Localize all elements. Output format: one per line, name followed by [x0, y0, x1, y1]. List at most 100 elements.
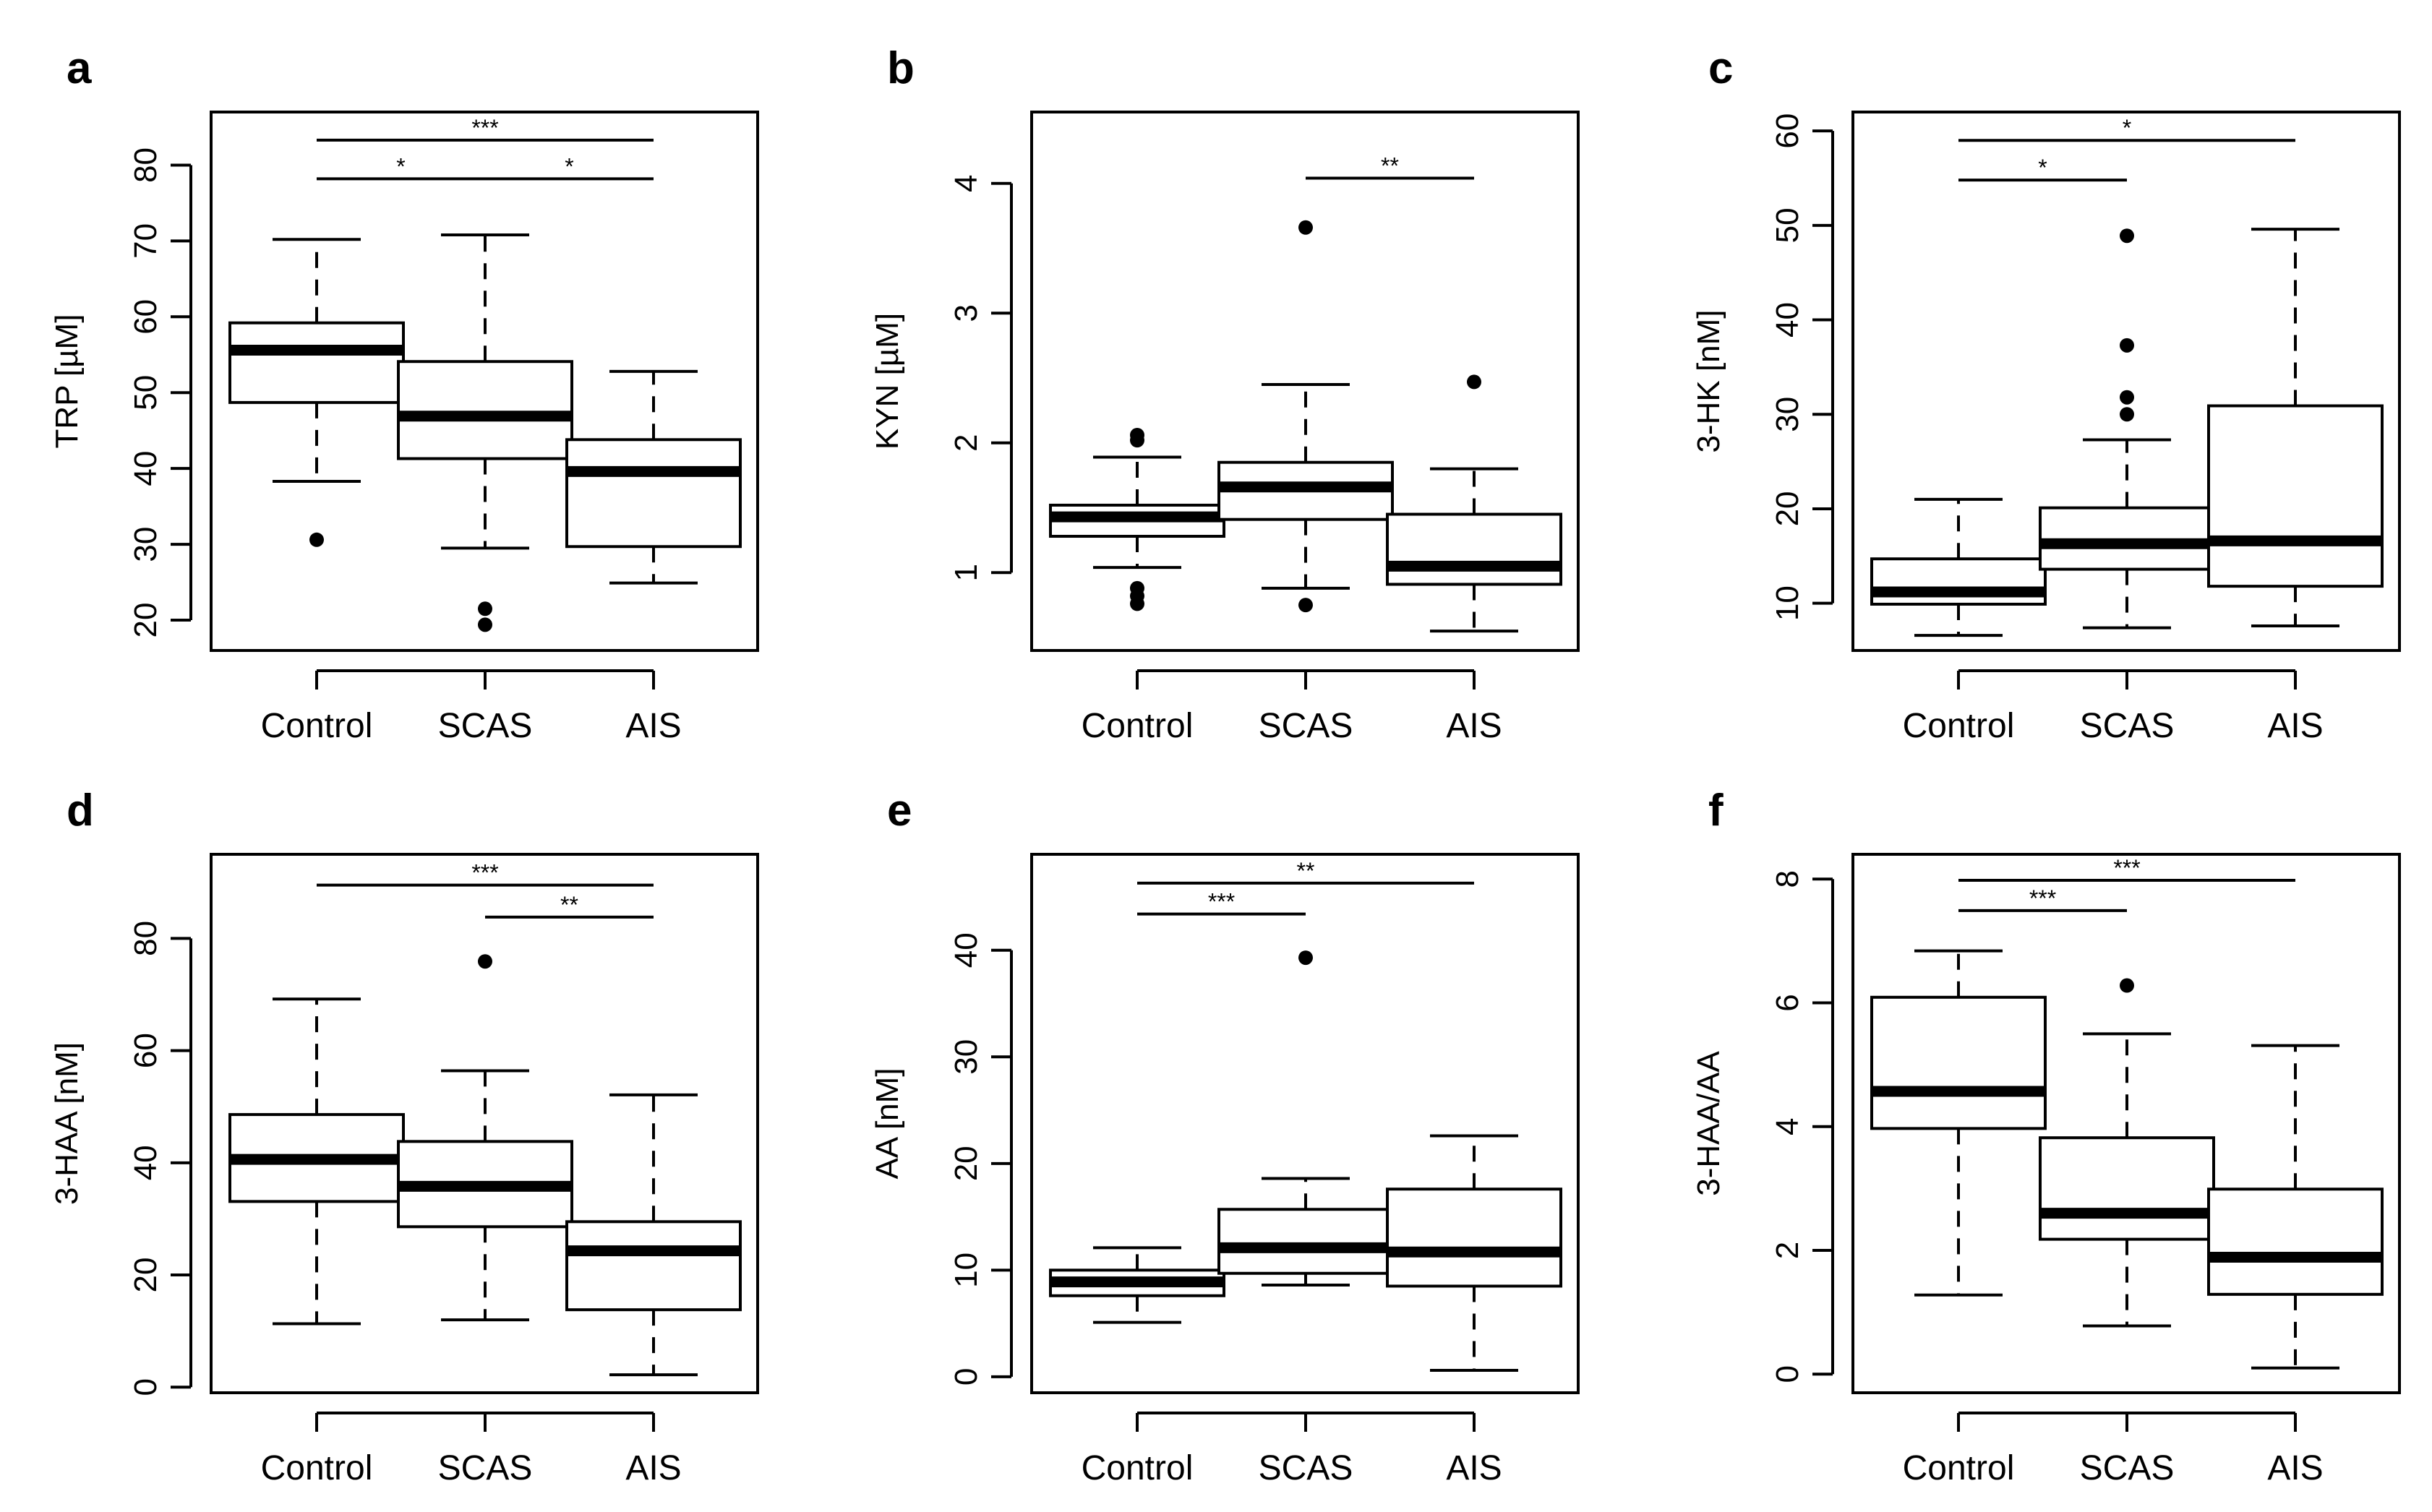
outlier-point — [1298, 950, 1313, 966]
box-scas — [2039, 978, 2215, 1328]
box-control — [1870, 949, 2047, 1297]
y-tick-label: 40 — [128, 1145, 163, 1180]
y-tick-label: 1 — [949, 564, 984, 581]
category-label: AIS — [1446, 1449, 1502, 1487]
category-label: Control — [1903, 1449, 2015, 1487]
iqr-box — [565, 1220, 742, 1312]
y-tick-label: 40 — [128, 451, 163, 486]
iqr-box — [1386, 512, 1562, 586]
category-label: AIS — [625, 1449, 681, 1487]
y-tick-label: 2 — [1770, 1242, 1805, 1259]
box-ais — [1386, 374, 1562, 633]
y-tick-label: 60 — [128, 299, 163, 335]
y-axis-title: 3-HK [nM] — [1691, 309, 1726, 452]
category-label: SCAS — [438, 1449, 533, 1487]
y-axis-title: 3-HAA/AA — [1691, 1051, 1726, 1196]
y-tick-label: 30 — [1770, 397, 1805, 432]
significance-label: ** — [1297, 858, 1315, 884]
y-tick-label: 20 — [128, 603, 163, 638]
panel-letter-f: f — [1708, 786, 1724, 836]
box-ais — [565, 1093, 742, 1377]
category-label: SCAS — [438, 707, 533, 745]
y-tick-label: 0 — [949, 1368, 984, 1386]
iqr-box — [228, 321, 405, 404]
iqr-box — [565, 438, 742, 549]
box-scas — [1217, 220, 1394, 613]
outlier-point — [1298, 598, 1313, 613]
y-tick-label: 40 — [1770, 302, 1805, 338]
y-axis-title: KYN [µM] — [870, 313, 905, 450]
y-tick-label: 70 — [128, 223, 163, 259]
iqr-box — [397, 360, 573, 460]
y-tick-label: 40 — [949, 932, 984, 968]
significance-label: * — [2038, 155, 2047, 181]
y-tick-label: 80 — [128, 147, 163, 183]
iqr-box — [1870, 557, 2047, 606]
significance-label: ** — [560, 892, 578, 918]
box-scas — [2039, 228, 2215, 630]
iqr-box — [1217, 1208, 1394, 1275]
y-tick-label: 30 — [128, 527, 163, 562]
y-tick-label: 0 — [128, 1378, 163, 1396]
category-label: AIS — [625, 707, 681, 745]
outlier-point — [478, 617, 492, 632]
outlier-point — [2120, 978, 2134, 993]
box-ais — [1386, 1134, 1562, 1373]
box-control — [228, 997, 405, 1326]
category-label: Control — [1082, 1449, 1194, 1487]
y-tick-label: 0 — [1770, 1365, 1805, 1383]
y-tick-label: 20 — [128, 1258, 163, 1293]
category-label: SCAS — [1259, 707, 1353, 745]
y-tick-label: 50 — [128, 375, 163, 411]
chart-panel-f: f 0 2 4 6 8 3-HAA/AA Control SCAS AIS *** *** — [1691, 786, 2401, 1487]
significance-label: * — [396, 153, 405, 179]
iqr-box — [1386, 1187, 1562, 1288]
box-control — [1049, 1246, 1225, 1324]
panel-letter-d: d — [67, 786, 94, 836]
box-control — [1049, 428, 1225, 611]
significance-label: *** — [1208, 889, 1235, 915]
category-label: Control — [261, 707, 373, 745]
outlier-point — [1130, 428, 1144, 442]
box-ais — [2207, 228, 2384, 628]
iqr-box — [1870, 995, 2047, 1130]
panel-letter-c: c — [1708, 43, 1733, 93]
y-axis-title: TRP [µM] — [49, 314, 85, 449]
category-label: AIS — [2267, 707, 2323, 745]
significance-label: * — [2123, 115, 2131, 141]
outlier-point — [478, 601, 492, 617]
box-ais — [2207, 1044, 2384, 1370]
plot-frame — [1030, 853, 1580, 1394]
significance-label: *** — [2113, 855, 2140, 881]
y-tick-label: 6 — [1770, 994, 1805, 1011]
y-tick-label: 30 — [949, 1039, 984, 1075]
outlier-point — [1467, 374, 1481, 390]
iqr-box — [2207, 404, 2384, 588]
significance-label: * — [565, 153, 573, 179]
category-label: Control — [1082, 707, 1194, 745]
significance-label: ** — [1381, 153, 1399, 179]
category-label: Control — [1903, 707, 2015, 745]
category-label: AIS — [2267, 1449, 2323, 1487]
plot-frame — [1851, 111, 2401, 652]
category-label: SCAS — [2080, 1449, 2175, 1487]
box-scas — [397, 233, 573, 632]
box-scas — [1217, 950, 1394, 1287]
box-control — [228, 238, 405, 547]
category-label: SCAS — [1259, 1449, 1353, 1487]
y-tick-label: 8 — [1770, 870, 1805, 888]
chart-panel-c: c 10 20 30 40 50 60 3-HK [nM] Control SCAS AIS * * — [1691, 43, 2401, 745]
outlier-point — [478, 954, 492, 969]
outlier-point — [2120, 390, 2134, 405]
category-label: SCAS — [2080, 707, 2175, 745]
panel-letter-b: b — [887, 43, 915, 93]
y-tick-label: 4 — [1770, 1118, 1805, 1135]
y-tick-label: 60 — [1770, 113, 1805, 149]
box-control — [1870, 497, 2047, 637]
y-tick-label: 20 — [949, 1146, 984, 1181]
panel-letter-a: a — [67, 43, 92, 93]
outlier-point — [2120, 338, 2134, 353]
